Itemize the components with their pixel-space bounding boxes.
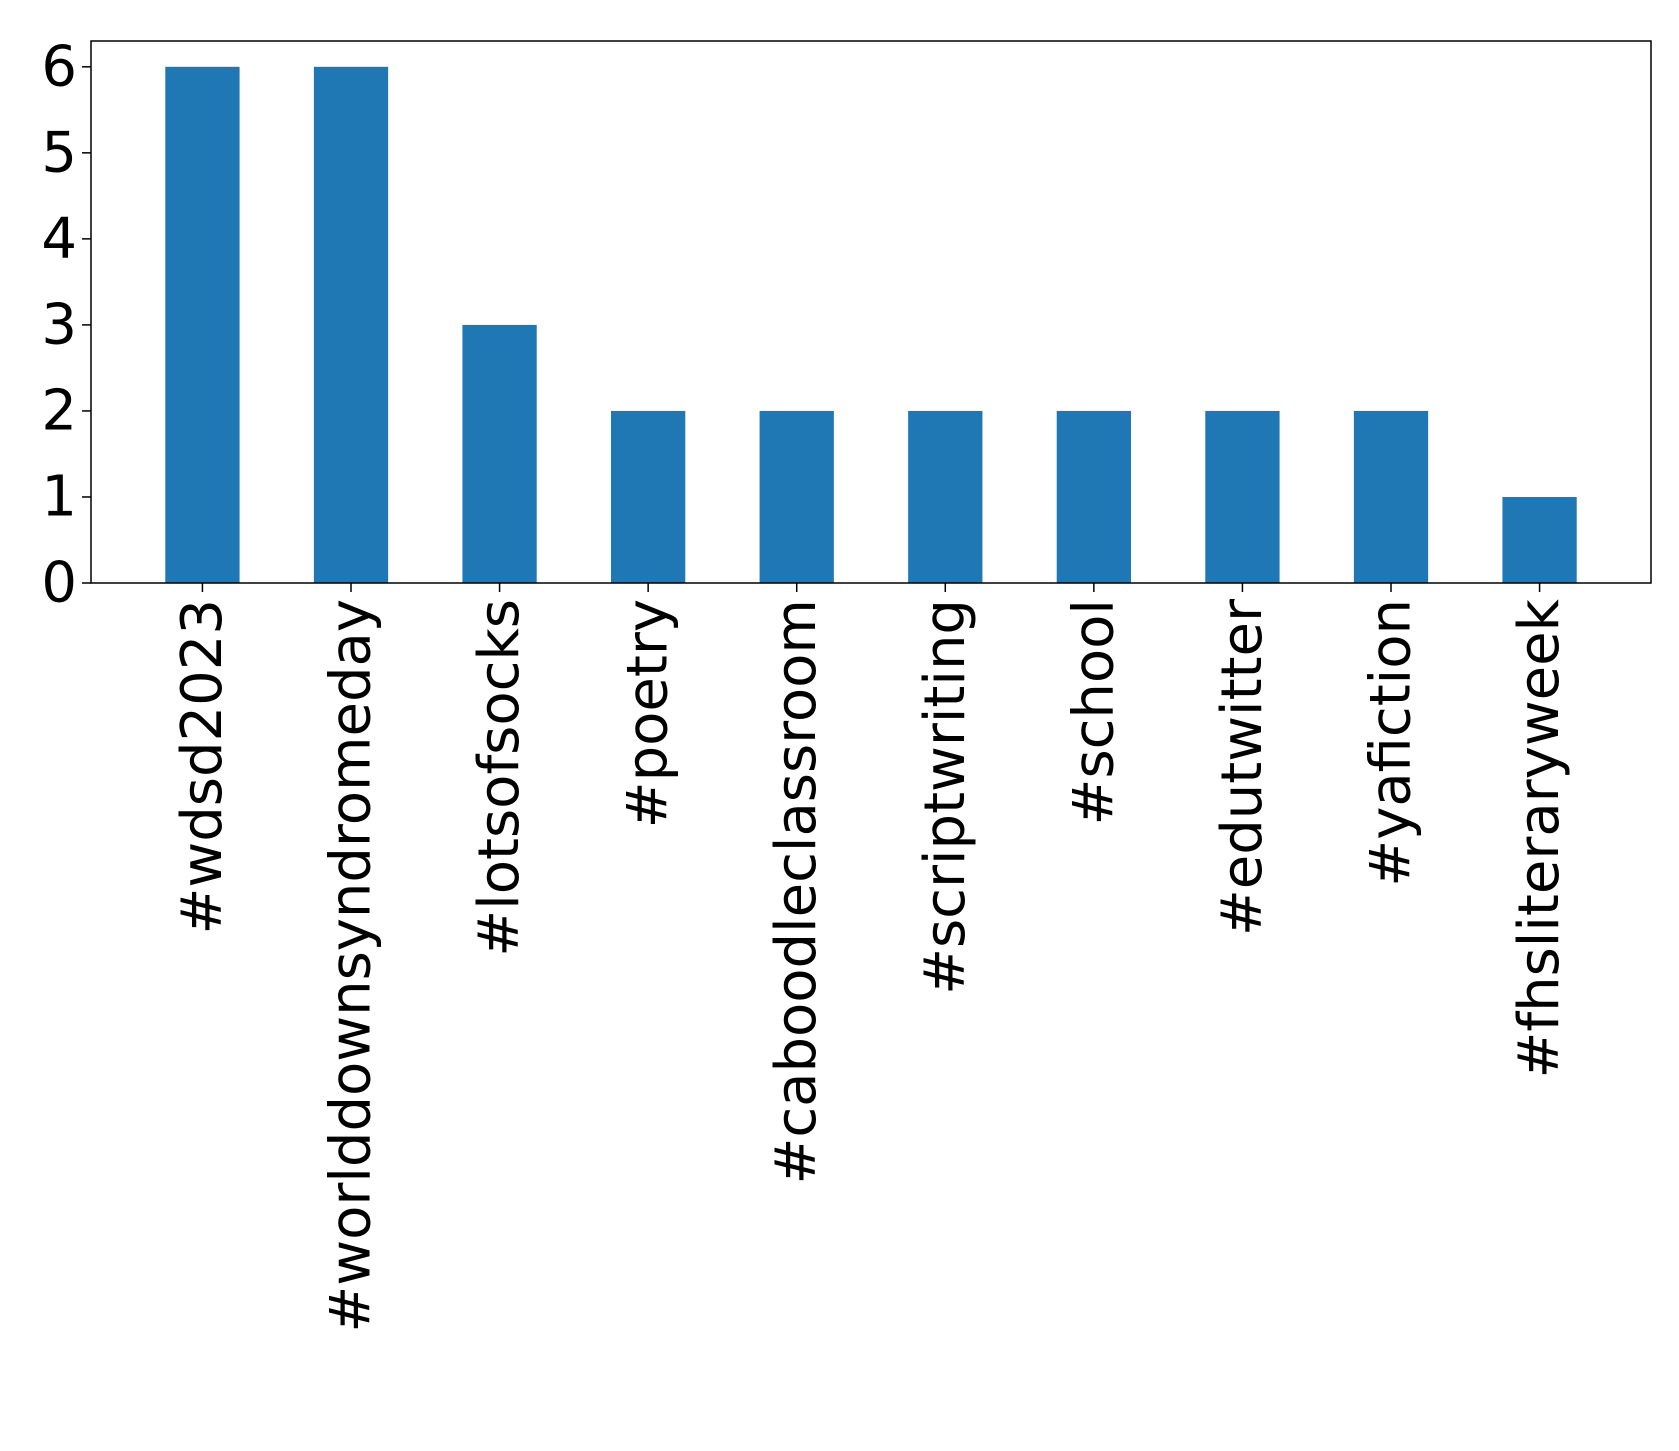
x-tick-label: #yafiction — [1359, 599, 1424, 887]
bar-wdsd2023 — [165, 66, 240, 584]
bar-worlddownsyndromeday — [313, 66, 389, 584]
y-tick-label: 1 — [41, 464, 77, 529]
y-tick-label: 5 — [41, 120, 77, 185]
bar-scriptwriting — [908, 410, 983, 583]
x-tick-label: #school — [1061, 599, 1126, 825]
x-tick-label: #scriptwriting — [913, 599, 978, 995]
bar-school — [1056, 410, 1131, 583]
bar-yafiction — [1353, 410, 1429, 583]
y-tick-label: 3 — [41, 292, 77, 357]
y-axis: 0 1 2 3 4 5 6 — [41, 34, 91, 616]
x-tick-label: #lotsofsocks — [467, 599, 532, 957]
bars-layer — [165, 66, 1577, 584]
bar-lotsofsocks — [462, 324, 537, 583]
x-tick-label: #wdsd2023 — [170, 599, 235, 935]
x-tick-label: #worlddownsyndromeday — [319, 599, 384, 1333]
plot-frame — [90, 40, 1652, 584]
y-tick-label: 0 — [41, 551, 77, 616]
bar-caboodleclassroom — [759, 410, 834, 583]
y-tick-label: 2 — [41, 378, 77, 443]
y-tick-label: 4 — [41, 206, 77, 271]
x-tick-label: #edutwitter — [1210, 598, 1275, 936]
bar-fhsliteraryweek — [1502, 496, 1577, 583]
bar-poetry — [611, 410, 686, 583]
x-tick-label: #caboodleclassroom — [764, 599, 829, 1185]
y-tick-label: 6 — [41, 34, 77, 99]
x-tick-label: #poetry — [616, 599, 681, 828]
x-tick-label: #fhsliteraryweek — [1507, 598, 1572, 1078]
x-axis: #wdsd2023 #worlddownsyndromeday #lotsofsoc… — [170, 583, 1572, 1333]
bar-edutwitter — [1205, 410, 1280, 583]
